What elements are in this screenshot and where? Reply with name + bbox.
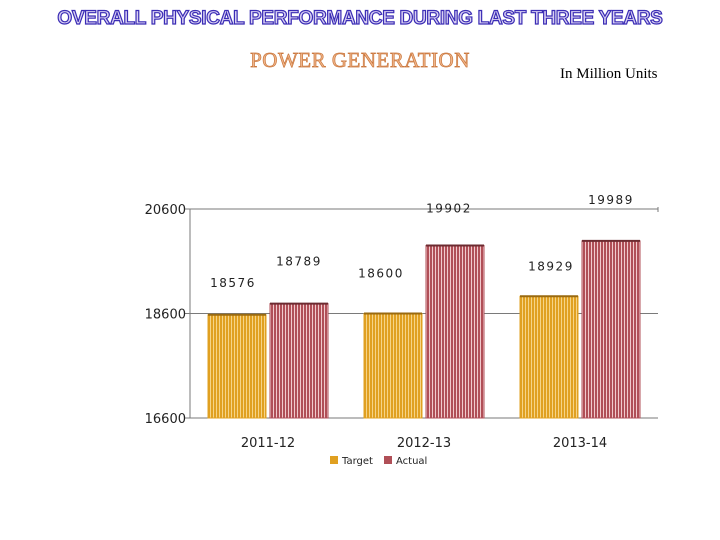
- y-tick-label: 18600: [145, 308, 186, 323]
- legend: Target Actual: [330, 456, 427, 467]
- bar-actual: [581, 240, 641, 419]
- data-label-target: 18576: [210, 276, 256, 290]
- legend-label-target: Target: [341, 456, 373, 467]
- data-label-actual: 18789: [276, 255, 322, 269]
- bar-actual: [269, 303, 329, 419]
- main-title: OVERALL PHYSICAL PERFORMANCE DURING LAST…: [57, 7, 664, 29]
- x-category-label: 2013-14: [553, 436, 607, 451]
- legend-swatch-target: [330, 456, 338, 464]
- bar-actual: [425, 244, 485, 419]
- y-tick-label: 20600: [145, 203, 186, 218]
- x-category-label: 2012-13: [397, 436, 451, 451]
- data-label-actual: 19989: [588, 193, 634, 207]
- bar-target: [519, 295, 579, 419]
- bars: [207, 239, 641, 419]
- bar-target: [207, 314, 267, 419]
- bar-target: [363, 313, 423, 419]
- legend-label-actual: Actual: [396, 456, 427, 467]
- x-axis: 2011-12 2012-13 2013-14: [241, 436, 607, 451]
- grid-lines: [185, 207, 659, 419]
- chart-subtitle: POWER GENERATION: [250, 48, 470, 73]
- data-labels: 18576 18789 18600 19902 18929 19989: [210, 193, 634, 290]
- data-label-target: 18600: [358, 267, 404, 281]
- unit-label: In Million Units: [560, 66, 658, 82]
- legend-swatch-actual: [384, 456, 392, 464]
- data-label-target: 18929: [528, 259, 574, 273]
- y-tick-label: 16600: [145, 412, 186, 427]
- x-category-label: 2011-12: [241, 436, 295, 451]
- y-axis: 16600 18600 20600: [145, 203, 186, 427]
- data-label-actual: 19902: [426, 201, 472, 215]
